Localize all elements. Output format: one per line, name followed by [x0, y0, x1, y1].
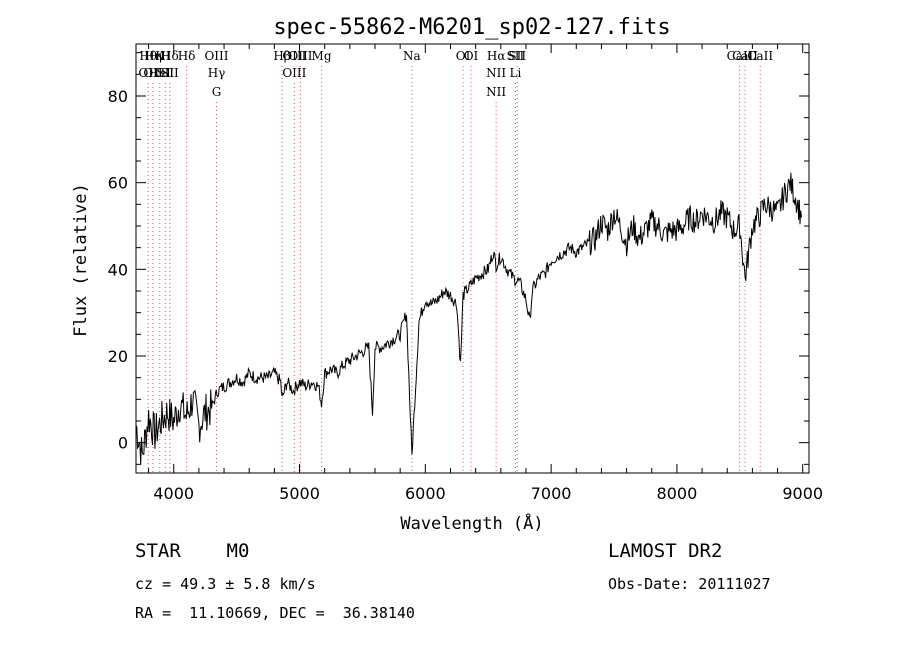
x-tick-label: 8000: [657, 484, 698, 503]
redshift-text: cz = 49.3 ± 5.8 km/s: [135, 575, 316, 593]
line-label: SII: [156, 66, 174, 80]
line-label: Li: [509, 66, 521, 80]
line-label: OIII: [282, 66, 306, 80]
line-label: HeI: [149, 66, 172, 80]
y-tick-label: 40: [108, 260, 128, 279]
line-label: Mg: [312, 49, 332, 63]
line-label: OII: [143, 66, 163, 80]
object-class: STAR M0: [135, 540, 250, 562]
line-label: OI: [464, 49, 479, 63]
x-tick-label: 9000: [782, 484, 823, 503]
line-label: CaII: [732, 49, 758, 63]
x-tick-label: 5000: [279, 484, 320, 503]
y-tick-label: 60: [108, 174, 128, 193]
line-label: NII: [486, 66, 506, 80]
line-label: K: [155, 49, 165, 63]
plot-axes: 4000 5000 6000 7000 8000 9000 0 20 40 60 80: [108, 43, 823, 503]
line-label: OII: [139, 66, 159, 80]
line-label: OIII: [288, 49, 312, 63]
line-label: Hη: [144, 49, 162, 63]
line-label: Hγ: [208, 66, 226, 80]
y-tick-label: 0: [118, 434, 128, 453]
x-tick-label: 6000: [405, 484, 446, 503]
y-tick-label: 20: [108, 347, 128, 366]
x-tick-label: 7000: [531, 484, 572, 503]
line-label: CaII: [747, 49, 773, 63]
line-label: Hδ: [178, 49, 196, 63]
line-label: Hβ: [273, 49, 290, 63]
line-label: OIII: [204, 49, 228, 63]
line-label: Hδ: [161, 49, 179, 63]
line-label: SII: [161, 66, 179, 80]
line-label: G: [212, 85, 222, 99]
x-tick-label: 4000: [153, 484, 194, 503]
line-label: CaII: [727, 49, 753, 63]
emission-line-markers: [147, 66, 761, 473]
line-label: Hα: [487, 49, 506, 63]
y-tick-label: 80: [108, 87, 128, 106]
line-label: OIII: [282, 49, 306, 63]
coordinates: RA = 11.10669, DEC = 36.38140: [135, 604, 415, 622]
line-label: SII: [508, 49, 526, 63]
line-label: NII: [486, 85, 506, 99]
line-label: Na: [403, 49, 421, 63]
spectrum-line: [135, 172, 802, 465]
line-label: H: [160, 49, 170, 63]
line-label: SII: [507, 49, 525, 63]
survey-name: LAMOST DR2: [608, 540, 723, 562]
line-label: OI: [456, 49, 471, 63]
chart-title: spec-55862-M6201_sp02-127.fits: [273, 15, 670, 40]
plot-frame: [135, 43, 810, 474]
y-axis-label: Flux (relative): [71, 183, 91, 337]
obs-date: Obs-Date: 20111027: [608, 575, 771, 593]
line-label: Hθ: [139, 49, 157, 63]
x-axis-label: Wavelength (Å): [400, 512, 543, 534]
